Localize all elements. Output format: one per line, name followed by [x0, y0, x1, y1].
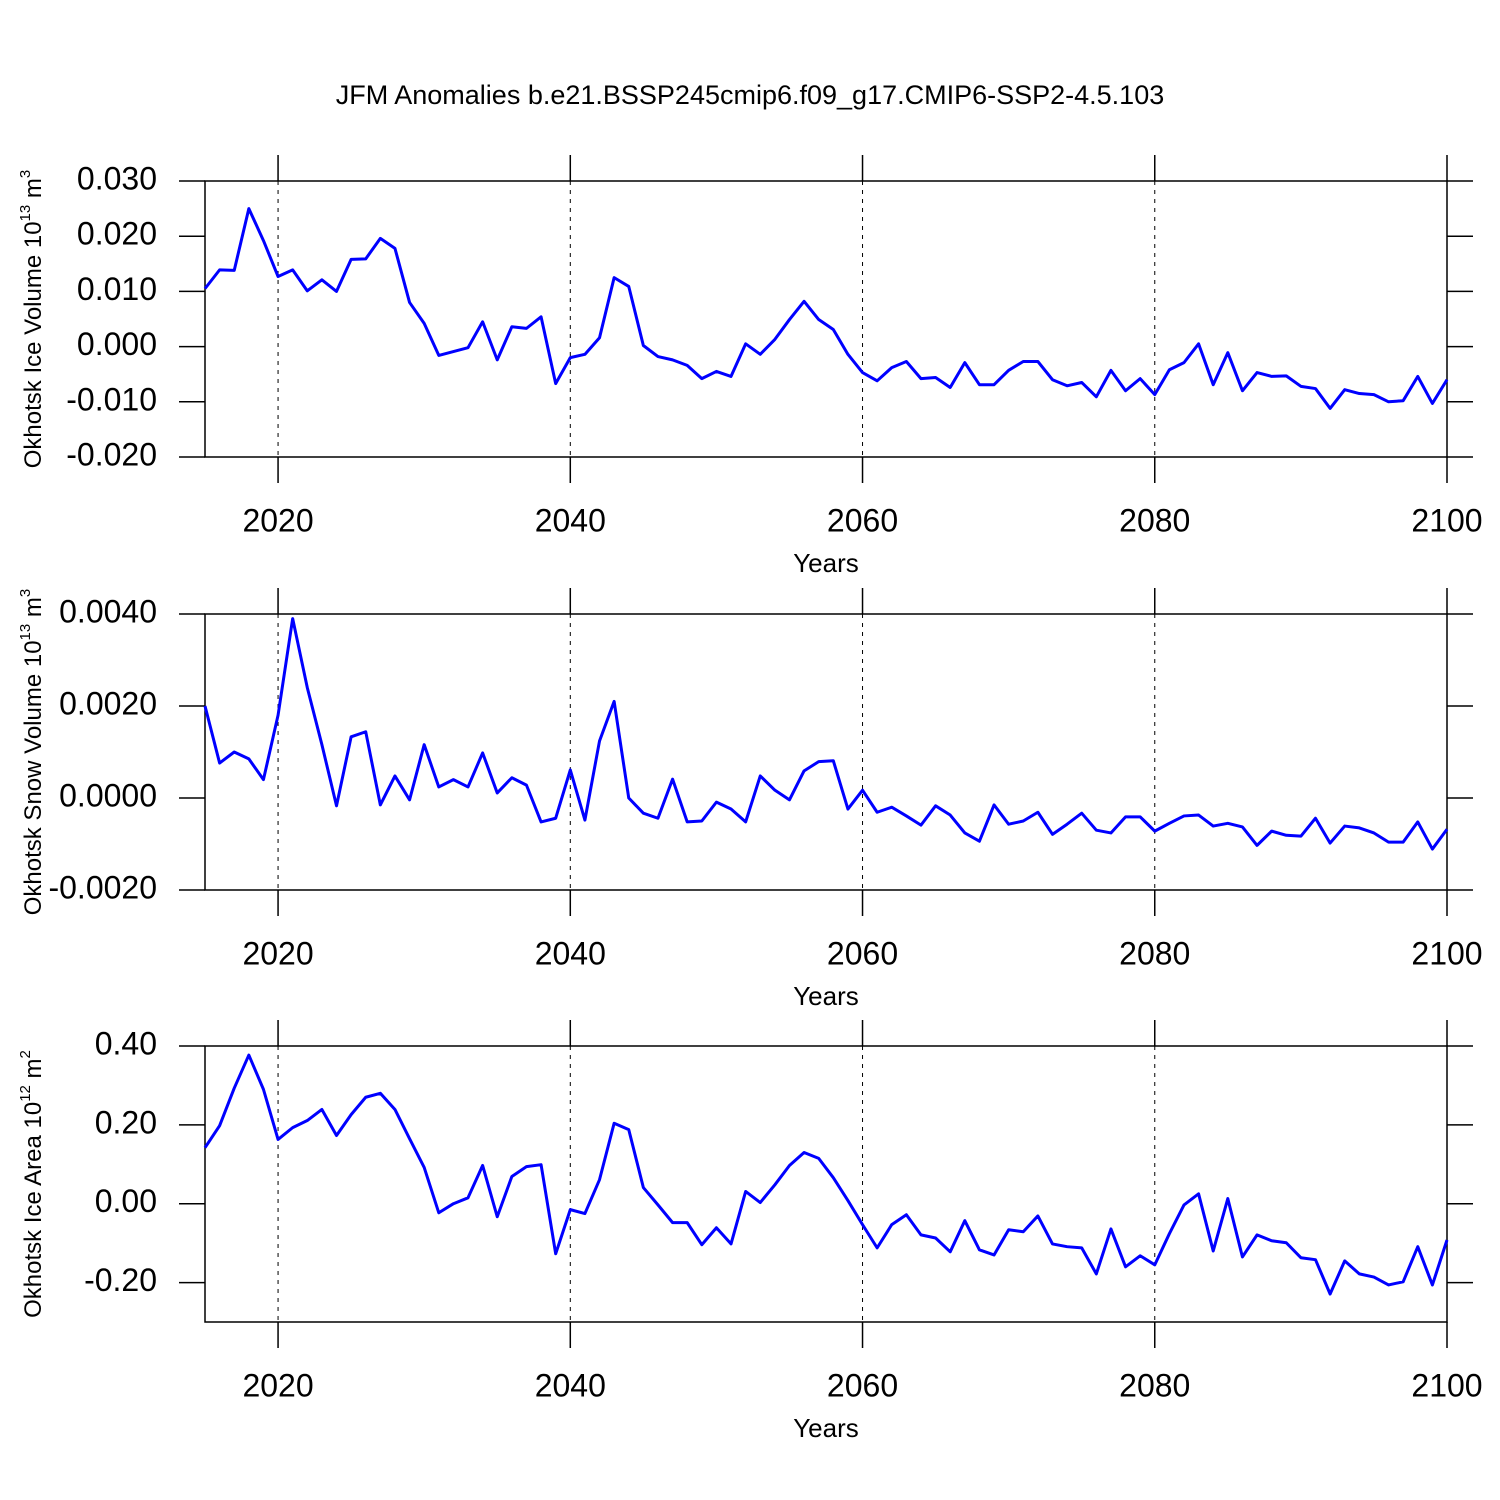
figure-title: JFM Anomalies b.e21.BSSP245cmip6.f09_g17… [336, 80, 1164, 110]
y-tick-label: 0.0000 [59, 777, 157, 813]
y-tick-label: 0.00 [95, 1183, 157, 1219]
x-tick-label: 2040 [535, 502, 606, 538]
y-tick-label: 0.20 [95, 1104, 157, 1140]
y-axis-label-part: 12 [17, 1085, 34, 1102]
y-axis-label-part: m [20, 1058, 47, 1085]
y-axis-label-part: 2 [17, 1050, 34, 1058]
x-tick-label: 2060 [827, 502, 898, 538]
x-tick-label: 2040 [535, 1367, 606, 1403]
plot-frame [204, 613, 1448, 891]
y-axis-label-part: Okhotsk Snow Volume 10 [20, 640, 47, 915]
x-tick-label: 2020 [242, 935, 313, 971]
y-tick-label: 0.000 [77, 326, 157, 362]
x-tick-label: 2060 [827, 935, 898, 971]
y-tick-label: 0.0040 [59, 593, 157, 629]
y-tick-label: -0.020 [66, 436, 157, 472]
y-tick-label: -0.0020 [48, 869, 157, 905]
y-axis-label-part: 13 [17, 205, 34, 222]
x-tick-label: 2020 [242, 502, 313, 538]
y-axis-label-part: 3 [17, 589, 34, 597]
x-tick-label: 2100 [1411, 1367, 1482, 1403]
y-axis-label-part: m [20, 178, 47, 205]
y-axis-label-part: 13 [17, 624, 34, 641]
y-axis-label-part: 3 [17, 170, 34, 178]
y-axis-label-part: Okhotsk Ice Volume 10 [20, 221, 47, 468]
plot-frame [204, 1045, 1448, 1323]
y-axis-label-part: Okhotsk Ice Area 10 [20, 1102, 47, 1318]
data-line [203, 1053, 1449, 1296]
x-tick-label: 2080 [1119, 935, 1190, 971]
y-axis-label: Okhotsk Ice Area 1012 m2 [17, 1050, 47, 1318]
x-tick-label: 2020 [242, 1367, 313, 1403]
data-line [203, 207, 1449, 410]
y-tick-label: 0.030 [77, 160, 157, 196]
x-tick-label: 2080 [1119, 502, 1190, 538]
data-line [203, 617, 1449, 851]
y-axis-label: Okhotsk Snow Volume 1013 m3 [17, 589, 47, 916]
x-tick-label: 2040 [535, 935, 606, 971]
plot-frame [204, 180, 1448, 458]
y-tick-label: 0.010 [77, 271, 157, 307]
x-tick-label: 2060 [827, 1367, 898, 1403]
x-tick-label: 2100 [1411, 502, 1482, 538]
y-axis-label-part: m [20, 597, 47, 624]
y-tick-label: 0.020 [77, 216, 157, 252]
y-tick-label: -0.20 [84, 1262, 157, 1298]
y-tick-label: 0.40 [95, 1025, 157, 1061]
y-tick-label: -0.010 [66, 381, 157, 417]
x-axis-label: Years [793, 981, 859, 1011]
y-axis-label: Okhotsk Ice Volume 1013 m3 [17, 170, 47, 469]
y-tick-label: 0.0020 [59, 685, 157, 721]
x-axis-label: Years [793, 1413, 859, 1443]
x-axis-label: Years [793, 548, 859, 578]
x-tick-label: 2100 [1411, 935, 1482, 971]
x-tick-label: 2080 [1119, 1367, 1190, 1403]
